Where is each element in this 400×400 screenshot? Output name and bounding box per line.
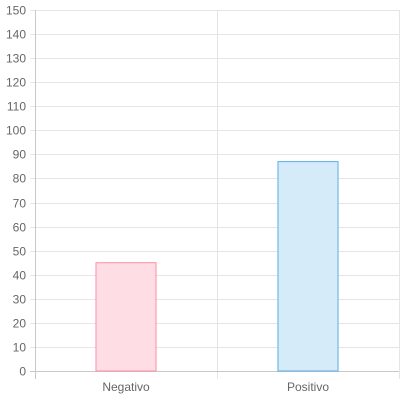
y-tick-label: 110 (7, 100, 26, 114)
grid-lines (30, 10, 400, 379)
y-tick-label: 100 (6, 124, 26, 138)
x-axis-tick-labels: Negativo Positivo (102, 380, 329, 394)
bar-negativo (95, 262, 157, 372)
y-tick-label: 10 (13, 341, 27, 355)
y-tick-label: 90 (13, 148, 27, 162)
y-tick-label: 150 (6, 4, 26, 18)
y-tick-label: 80 (13, 172, 27, 186)
y-axis-tick-labels: 0 10 20 30 40 50 60 70 80 90 100 110 120 130 140 150 (6, 4, 26, 379)
y-tick-label: 40 (13, 269, 27, 283)
y-tick-label: 70 (13, 197, 27, 211)
y-tick-label: 30 (13, 293, 27, 307)
bar-positivo (277, 161, 339, 372)
x-tick-label: Negativo (102, 380, 150, 394)
y-tick-label: 130 (6, 52, 26, 66)
y-tick-label: 50 (13, 245, 27, 259)
y-tick-label: 60 (13, 221, 27, 235)
y-tick-label: 0 (19, 365, 26, 379)
y-tick-label: 140 (6, 28, 26, 42)
y-tick-label: 20 (13, 317, 27, 331)
bars (95, 161, 339, 372)
y-tick-label: 120 (6, 76, 26, 90)
x-tick-label: Positivo (287, 380, 329, 394)
